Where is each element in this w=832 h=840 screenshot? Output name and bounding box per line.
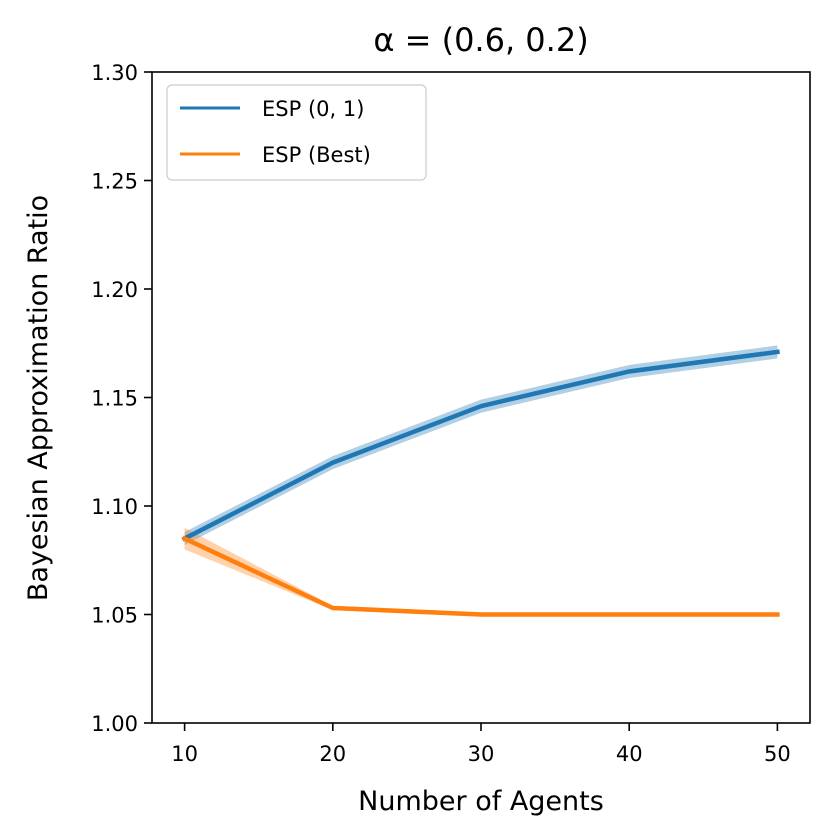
x-tick-label: 20 <box>319 742 346 766</box>
y-axis-label: Bayesian Approximation Ratio <box>23 195 54 601</box>
x-axis-label: Number of Agents <box>358 786 604 817</box>
x-tick-label: 30 <box>468 742 495 766</box>
y-tick-label: 1.00 <box>91 712 138 736</box>
y-tick-label: 1.25 <box>91 170 138 194</box>
x-tick-label: 50 <box>764 742 791 766</box>
legend-label-esp-best: ESP (Best) <box>262 143 371 167</box>
band-series-0 <box>184 345 778 546</box>
x-tick-label: 40 <box>616 742 643 766</box>
series-lines <box>181 349 780 617</box>
y-axis: 1.00 1.05 1.10 1.15 1.20 1.25 1.30 <box>91 61 152 736</box>
y-tick-label: 1.05 <box>91 604 138 628</box>
band-series-1 <box>184 527 778 617</box>
y-tick-label: 1.10 <box>91 495 138 519</box>
y-tick-label: 1.30 <box>91 61 138 85</box>
y-tick-label: 1.20 <box>91 278 138 302</box>
confidence-bands <box>184 345 778 617</box>
legend: ESP (0, 1) ESP (Best) <box>166 84 427 181</box>
legend-label-esp-0-1: ESP (0, 1) <box>262 97 364 121</box>
chart-title: α = (0.6, 0.2) <box>373 21 588 59</box>
x-axis: 10 20 30 40 50 <box>171 723 791 766</box>
y-tick-label: 1.15 <box>91 387 138 411</box>
x-tick-label: 10 <box>171 742 198 766</box>
line-series-0 <box>181 349 780 542</box>
